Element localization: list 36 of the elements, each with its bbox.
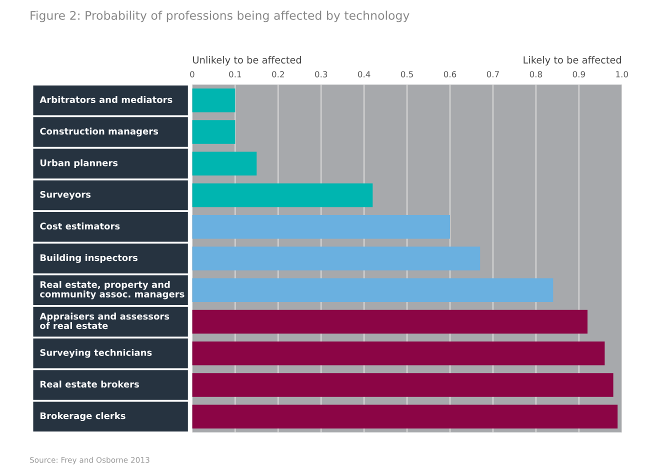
bar bbox=[192, 120, 236, 144]
bar bbox=[192, 88, 236, 112]
bar bbox=[192, 310, 588, 334]
y-tick-label: Urban planners bbox=[40, 159, 118, 168]
chart-title: Figure 2: Probability of professions being affected by technology bbox=[30, 10, 410, 22]
x-tick-label: 0.1 bbox=[229, 71, 242, 78]
y-tick-label: Construction managers bbox=[40, 128, 158, 136]
bar bbox=[192, 404, 618, 428]
y-tick-label: Cost estimators bbox=[40, 222, 120, 230]
y-tick-label: Appraisers and assessors of real estate bbox=[40, 312, 170, 330]
x-tick-label: 0.2 bbox=[272, 71, 284, 78]
x-tick-label: 0.7 bbox=[486, 71, 499, 78]
y-tick-label: Real estate, property and community assoc. managers bbox=[40, 280, 184, 300]
x-tick-label: 0.9 bbox=[572, 71, 585, 78]
x-tick-label: 0.5 bbox=[400, 71, 413, 78]
bar bbox=[192, 183, 373, 208]
text: Likely to be affected bbox=[524, 56, 621, 66]
x-tick-label: 1.0 bbox=[616, 71, 628, 78]
bar bbox=[192, 215, 450, 239]
text: Unlikely to be affected bbox=[193, 56, 301, 66]
bar bbox=[192, 342, 605, 366]
y-tick-label: Real estate brokers bbox=[40, 380, 139, 388]
bar bbox=[192, 278, 554, 302]
y-tick-label: Surveyors bbox=[40, 190, 91, 200]
bar bbox=[192, 152, 257, 176]
bar bbox=[192, 246, 480, 270]
x-tick-label: 0 bbox=[190, 71, 194, 78]
x-tick-label: 0.6 bbox=[444, 71, 456, 78]
y-tick-label: Surveying technicians bbox=[40, 348, 152, 358]
bar bbox=[192, 373, 614, 397]
x-tick-label: 0.3 bbox=[315, 71, 328, 78]
x-tick-label: 0.4 bbox=[358, 71, 370, 78]
y-tick-label: Arbitrators and mediators bbox=[40, 96, 172, 104]
y-tick-label: Building inspectors bbox=[40, 254, 138, 263]
x-tick-label: 0.8 bbox=[530, 71, 542, 78]
y-tick-label: Brokerage clerks bbox=[40, 412, 126, 421]
